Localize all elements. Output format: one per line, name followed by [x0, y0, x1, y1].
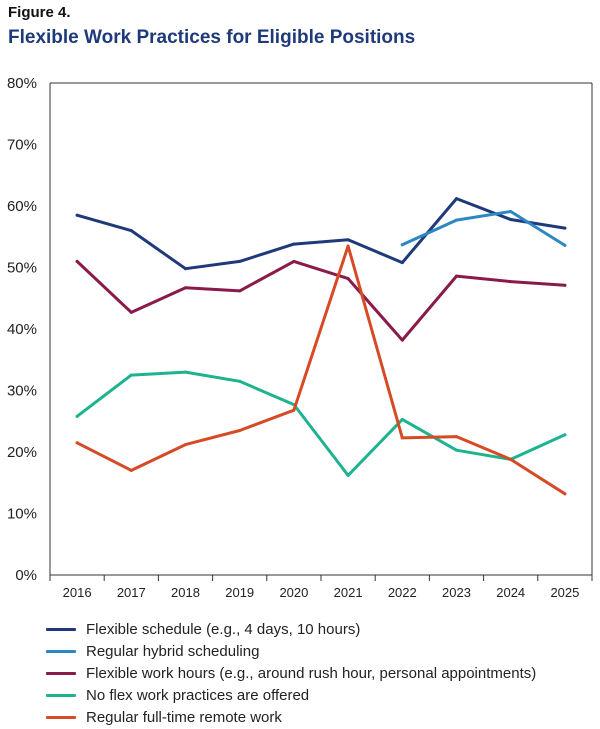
data-point [184, 286, 187, 290]
data-point [184, 370, 187, 374]
data-point [563, 492, 567, 496]
legend-swatch [46, 649, 76, 653]
y-tick-label: 80% [7, 75, 37, 92]
legend-swatch [46, 715, 76, 719]
data-point [563, 283, 567, 287]
series-line-5 [75, 244, 567, 496]
data-point [509, 218, 513, 222]
data-point [75, 213, 79, 217]
figure-label: Figure 4. [8, 4, 71, 21]
x-tick-label: 2024 [496, 585, 525, 600]
data-point [75, 441, 79, 445]
x-tick-label: 2016 [63, 585, 92, 600]
y-tick-label: 60% [7, 198, 37, 215]
x-tick-label: 2017 [117, 585, 146, 600]
legend-item: Regular full-time remote work [46, 706, 536, 728]
x-tick-label: 2022 [388, 585, 417, 600]
legend-label: Flexible work hours (e.g., around rush h… [86, 664, 537, 682]
line-chart: 0% 10% 20% 30% 40% 50% 60% 70% 80% 2016 2017 2018 20… [7, 75, 593, 600]
data-point [238, 259, 242, 263]
series-line-1 [75, 197, 567, 271]
chart-legend: Flexible schedule (e.g., 4 days, 10 hour… [46, 618, 536, 728]
legend-label: Regular full-time remote work [86, 708, 282, 726]
data-point [346, 277, 350, 281]
data-point [400, 261, 404, 265]
y-tick-label: 10% [7, 506, 37, 523]
data-point [455, 274, 458, 278]
legend-swatch [46, 671, 76, 675]
y-tick-label: 70% [7, 137, 37, 154]
legend-item: Flexible work hours (e.g., around rush h… [46, 662, 536, 684]
legend-label: Flexible schedule (e.g., 4 days, 10 hour… [86, 620, 361, 638]
data-point [75, 414, 79, 418]
data-point [455, 448, 458, 452]
legend-swatch [46, 627, 76, 631]
data-point [238, 428, 242, 432]
y-tick-label: 40% [7, 321, 37, 338]
data-point [346, 473, 350, 477]
chart-title: Flexible Work Practices for Eligible Pos… [8, 27, 416, 48]
data-point [346, 244, 350, 248]
data-point [238, 379, 242, 383]
x-tick-label: 2018 [171, 585, 200, 600]
series-line-2 [400, 210, 567, 247]
data-point [292, 242, 296, 246]
legend-label: No flex work practices are offered [86, 686, 310, 704]
data-point [129, 310, 133, 314]
data-point [346, 238, 350, 242]
data-point [75, 259, 79, 263]
data-point [563, 243, 567, 247]
legend-label: Regular hybrid scheduling [86, 642, 260, 660]
data-point [400, 417, 404, 421]
legend-swatch [46, 693, 76, 697]
y-tick-label: 30% [7, 383, 37, 400]
legend-item: No flex work practices are offered [46, 684, 536, 706]
series-line-4 [75, 370, 567, 477]
x-tick-label: 2021 [334, 585, 363, 600]
data-point [509, 457, 513, 461]
data-point [292, 259, 296, 263]
data-point [455, 435, 458, 439]
x-tick-label: 2023 [442, 585, 471, 600]
data-point [563, 433, 567, 437]
data-point [400, 436, 404, 440]
data-point [400, 243, 404, 247]
y-tick-label: 20% [7, 444, 37, 461]
data-point [129, 468, 133, 472]
series-line-3 [75, 259, 567, 342]
legend-item: Regular hybrid scheduling [46, 640, 536, 662]
data-point [129, 373, 133, 377]
data-point [509, 280, 513, 284]
data-point [129, 229, 133, 233]
x-tick-label: 2019 [225, 585, 254, 600]
y-tick-label: 0% [15, 567, 37, 584]
data-point [184, 443, 187, 447]
data-point [238, 289, 242, 293]
data-point [184, 267, 187, 271]
data-point [509, 210, 513, 214]
x-tick-label: 2020 [279, 585, 308, 600]
data-point [455, 197, 458, 201]
legend-item: Flexible schedule (e.g., 4 days, 10 hour… [46, 618, 536, 640]
data-point [455, 218, 458, 222]
data-point [400, 338, 404, 342]
data-point [563, 226, 567, 230]
y-tick-label: 50% [7, 260, 37, 277]
data-point [292, 408, 296, 412]
x-tick-label: 2025 [550, 585, 579, 600]
